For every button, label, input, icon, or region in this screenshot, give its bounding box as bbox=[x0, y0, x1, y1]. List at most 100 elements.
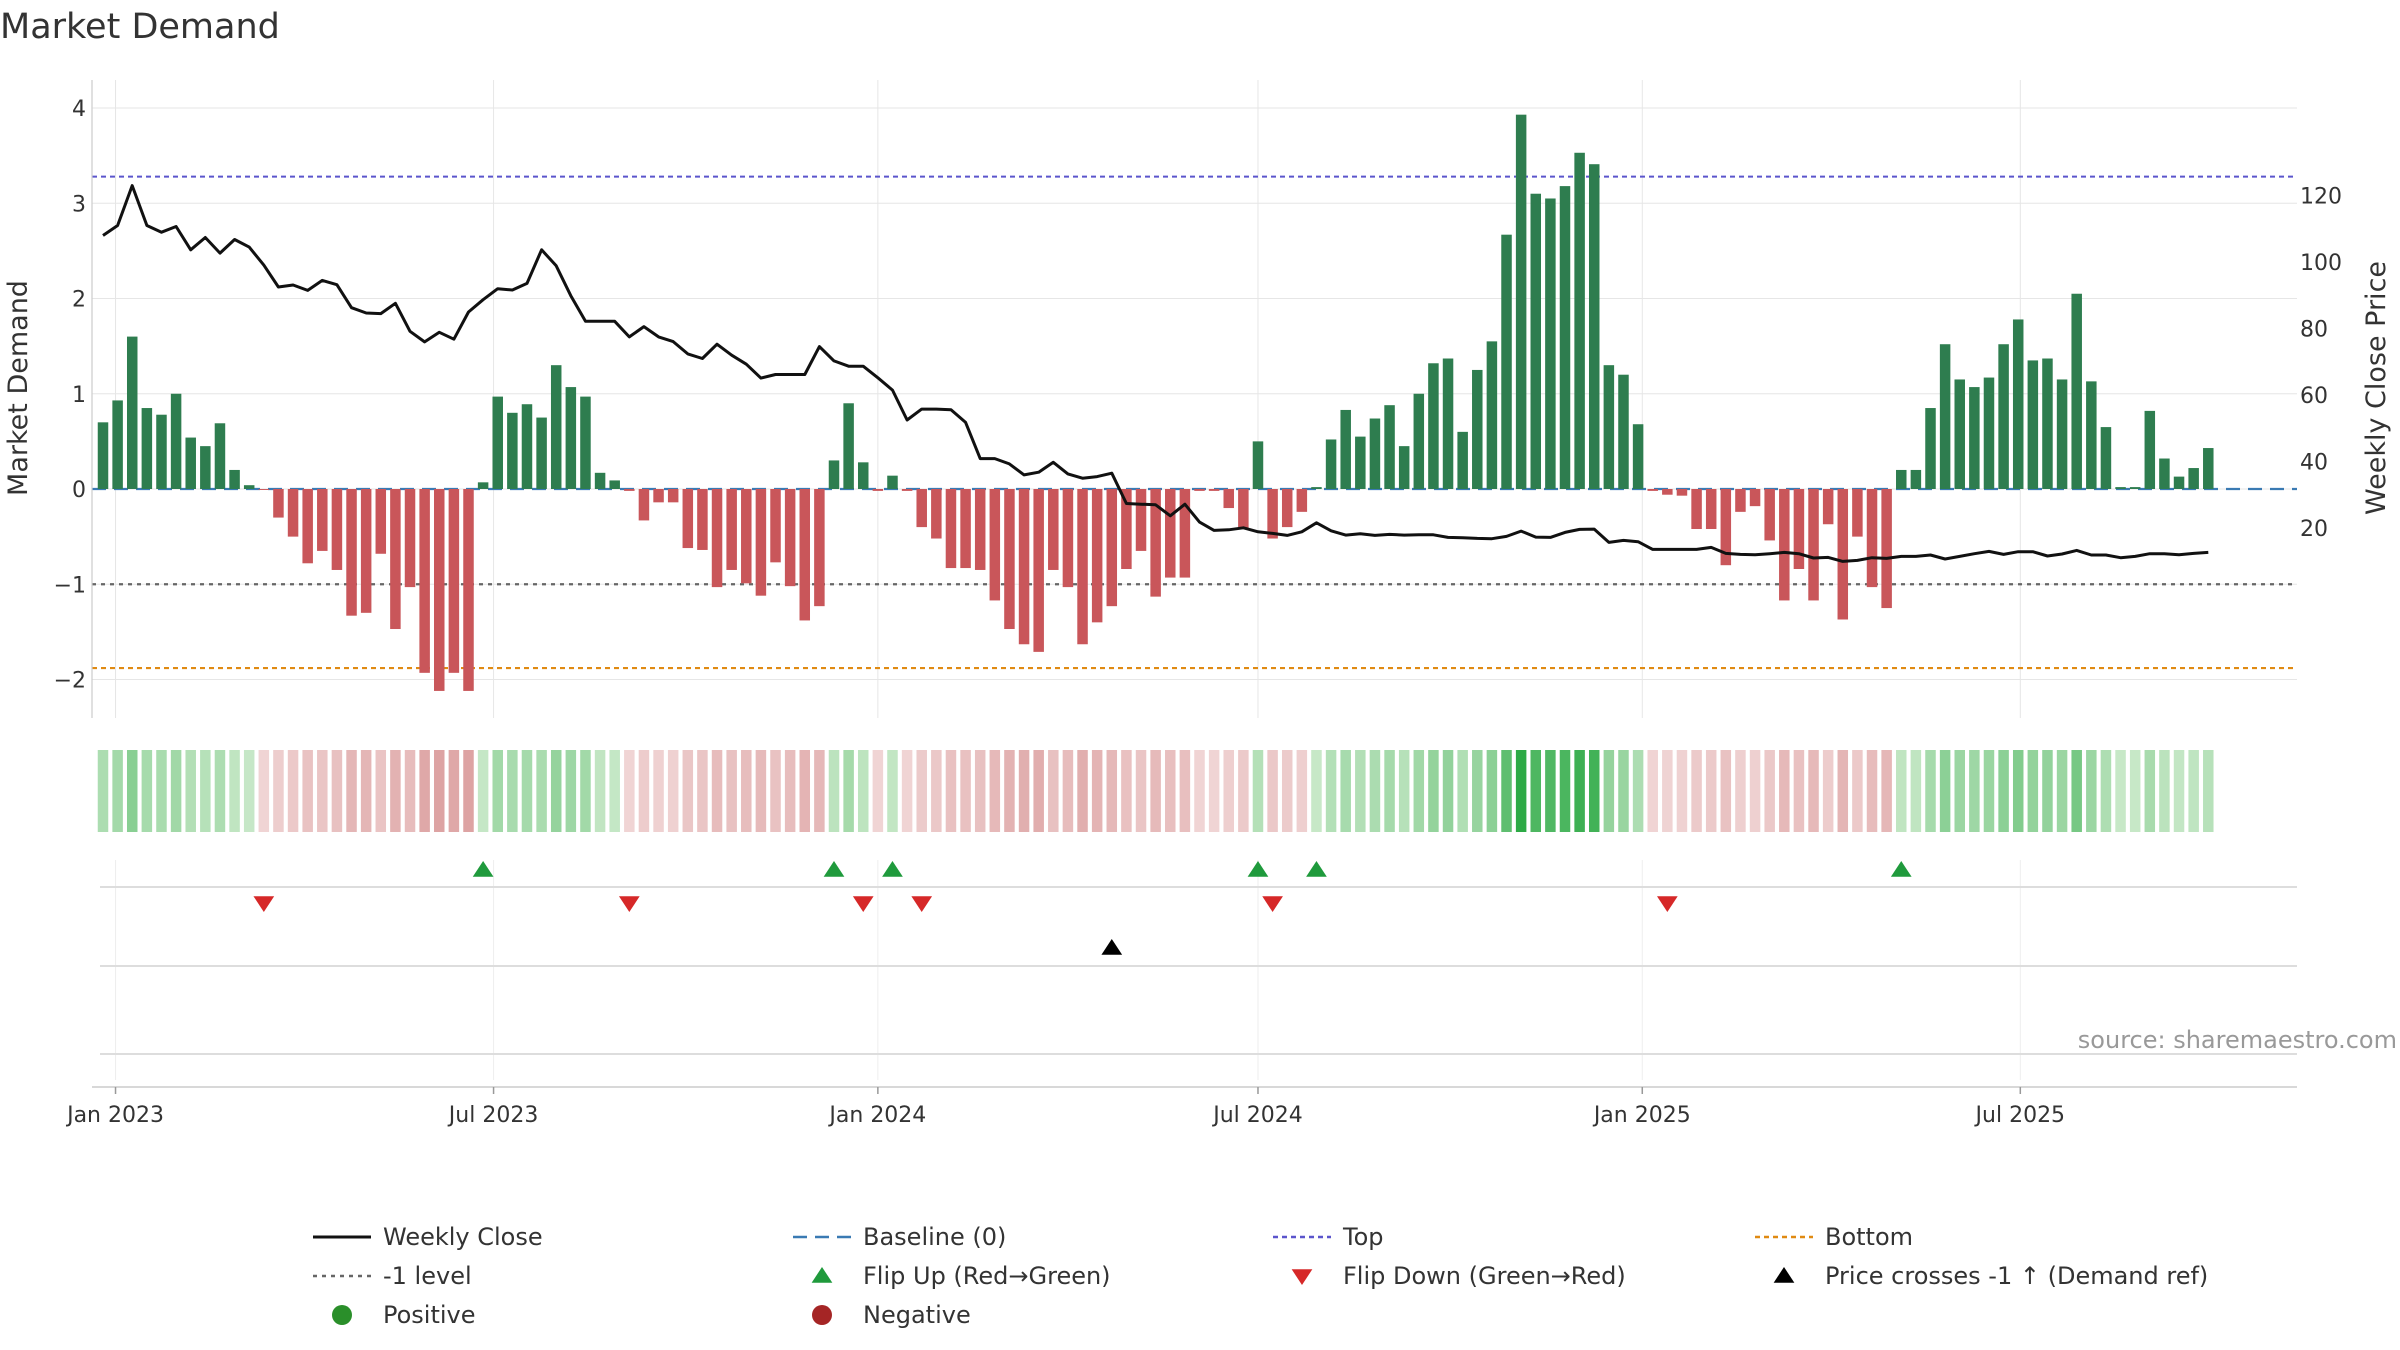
demand-bar bbox=[697, 489, 708, 550]
demand-bar bbox=[594, 472, 606, 489]
demand-bar bbox=[1048, 489, 1059, 570]
demand-bar bbox=[565, 387, 577, 489]
heat-cell bbox=[1662, 750, 1673, 832]
demand-bar bbox=[2071, 293, 2082, 489]
demand-bar bbox=[112, 400, 123, 489]
demand-bar bbox=[1472, 369, 1483, 489]
demand-bar bbox=[477, 482, 489, 489]
demand-bar bbox=[390, 489, 401, 630]
demand-bar bbox=[1121, 489, 1132, 570]
demand-bar bbox=[302, 489, 313, 564]
heat-cell bbox=[1267, 750, 1278, 832]
demand-bar bbox=[784, 489, 796, 587]
demand-bar bbox=[1559, 186, 1571, 490]
heat-cell bbox=[989, 750, 1001, 832]
demand-bar bbox=[287, 489, 299, 537]
demand-bar bbox=[887, 475, 898, 489]
heat-cell bbox=[390, 750, 401, 832]
demand-bar bbox=[1705, 489, 1717, 530]
heat-cell bbox=[258, 750, 270, 832]
demand-bar bbox=[1515, 114, 1527, 489]
demand-bar bbox=[317, 489, 328, 551]
heat-cell bbox=[317, 750, 328, 832]
weekly-close-line bbox=[102, 184, 2209, 563]
demand-bar bbox=[1033, 489, 1044, 652]
demand-bar bbox=[1545, 198, 1556, 490]
demand-bar bbox=[857, 462, 869, 489]
demand-bar bbox=[200, 446, 211, 489]
legend-flip-up-swatch bbox=[811, 1267, 833, 1283]
heat-cell bbox=[1837, 750, 1849, 832]
heat-cell bbox=[1501, 750, 1512, 832]
demand-bar bbox=[1618, 374, 1629, 489]
legend-flip-up-label: Flip Up (Red→Green) bbox=[863, 1262, 1111, 1290]
heat-cell bbox=[1340, 750, 1351, 832]
heat-cell bbox=[594, 750, 606, 832]
heat-cell bbox=[1033, 750, 1044, 832]
demand-bar bbox=[1296, 489, 1308, 512]
heat-cell bbox=[1048, 750, 1059, 832]
demand-bar bbox=[1091, 489, 1103, 623]
heat-cell bbox=[799, 750, 811, 832]
demand-bar bbox=[1369, 418, 1381, 489]
heat-cell bbox=[1369, 750, 1381, 832]
heat-cell bbox=[1545, 750, 1556, 832]
demand-bar bbox=[1954, 379, 1965, 489]
demand-bar bbox=[1866, 489, 1878, 588]
demand-bar bbox=[1252, 441, 1264, 489]
legend-negative-swatch bbox=[812, 1305, 832, 1325]
heat-cell bbox=[1077, 750, 1088, 832]
demand-bar bbox=[799, 489, 811, 621]
heat-cell bbox=[1106, 750, 1118, 832]
heat-cell bbox=[1472, 750, 1483, 832]
demand-bar bbox=[945, 489, 957, 569]
heat-cell bbox=[624, 750, 635, 832]
demand-bar bbox=[901, 489, 913, 491]
demand-bar bbox=[1384, 405, 1395, 489]
demand-bar bbox=[828, 460, 840, 489]
heat-cell bbox=[1062, 750, 1074, 832]
demand-bar bbox=[770, 489, 781, 563]
demand-bar bbox=[1793, 489, 1805, 570]
demand-bar bbox=[1062, 489, 1074, 588]
heat-cell bbox=[1676, 750, 1688, 832]
demand-bar bbox=[1588, 164, 1600, 489]
demand-bar bbox=[843, 403, 854, 489]
demand-bar bbox=[1194, 489, 1205, 491]
demand-bar bbox=[2144, 410, 2156, 489]
demand-bar bbox=[1311, 487, 1322, 489]
heat-cell bbox=[2100, 750, 2112, 832]
demand-heat-strip bbox=[97, 750, 2214, 832]
heat-cell bbox=[872, 750, 884, 832]
demand-bar bbox=[653, 489, 664, 503]
heat-cell bbox=[507, 750, 518, 832]
heat-cell bbox=[682, 750, 694, 832]
heat-cell bbox=[960, 750, 971, 832]
demand-bars bbox=[97, 114, 2214, 691]
demand-bar bbox=[346, 489, 357, 616]
heat-cell bbox=[1720, 750, 1732, 832]
demand-bar bbox=[2086, 381, 2097, 489]
heat-cell bbox=[1530, 750, 1542, 832]
flip-up-marker bbox=[1890, 861, 1912, 877]
y-tick-label: −1 bbox=[54, 573, 86, 598]
heat-cell bbox=[1749, 750, 1761, 832]
heat-cell bbox=[477, 750, 489, 832]
heat-cell bbox=[1252, 750, 1264, 832]
demand-bar bbox=[974, 489, 986, 570]
heat-cell bbox=[1515, 750, 1527, 832]
heat-cell bbox=[1281, 750, 1293, 832]
legend-weekly-close-label: Weekly Close bbox=[383, 1223, 543, 1251]
demand-bar bbox=[2100, 427, 2112, 489]
demand-bar bbox=[1530, 193, 1542, 489]
heat-cell bbox=[726, 750, 737, 832]
demand-bar bbox=[1969, 387, 1980, 489]
heat-cell bbox=[1574, 750, 1585, 832]
demand-bar bbox=[1150, 489, 1161, 597]
demand-bar bbox=[1574, 152, 1585, 489]
heat-cell bbox=[1121, 750, 1132, 832]
flip-down-marker bbox=[618, 896, 640, 912]
heat-cell bbox=[1779, 750, 1790, 832]
demand-bar bbox=[273, 489, 284, 518]
flip-up-marker bbox=[823, 861, 845, 877]
